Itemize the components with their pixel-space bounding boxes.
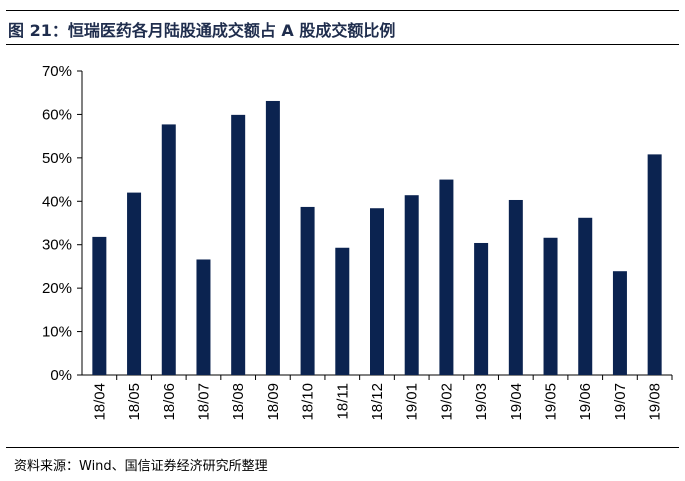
bar-18-05: [127, 192, 142, 375]
x-tick-label: 18/08: [230, 383, 247, 421]
bar-18-10: [300, 206, 315, 375]
y-tick-label: 50%: [42, 150, 72, 167]
x-tick-label: 19/05: [543, 383, 560, 421]
bar-18-12: [370, 208, 384, 375]
x-tick-label: 19/01: [404, 383, 421, 421]
x-tick-label: 19/03: [473, 383, 490, 421]
x-tick-label: 18/05: [126, 383, 143, 421]
figure-source: 资料来源：Wind、国信证券经济研究所整理: [14, 459, 268, 474]
bar-18-07: [196, 259, 211, 375]
x-tick-label: 19/06: [577, 383, 594, 421]
bar-18-08: [231, 114, 246, 375]
y-tick-label: 10%: [42, 324, 72, 341]
y-tick-label: 40%: [42, 193, 72, 210]
x-tick-label: 18/04: [91, 383, 108, 421]
bar-19-01: [404, 195, 419, 375]
bar-19-08: [647, 154, 662, 375]
x-tick-label: 19/08: [647, 383, 664, 421]
bar-19-03: [474, 242, 489, 375]
y-tick-label: 20%: [42, 280, 72, 297]
bar-19-05: [543, 237, 558, 375]
x-tick-label: 19/04: [508, 383, 525, 421]
bar-19-02: [439, 179, 454, 375]
y-tick-label: 0%: [50, 367, 72, 384]
x-tick-label: 18/12: [369, 383, 386, 421]
y-tick-label: 30%: [42, 237, 72, 254]
y-tick-label: 70%: [42, 63, 72, 80]
x-tick-label: 18/11: [334, 383, 351, 419]
bar-18-06: [161, 124, 176, 375]
title-rule: [6, 44, 679, 45]
x-tick-label: 18/07: [195, 383, 212, 421]
bar-19-04: [508, 199, 523, 375]
figure-title: 图 21：恒瑞医药各月陆股通成交额占 A 股成交额比例: [8, 21, 396, 40]
x-tick-label: 18/10: [300, 383, 317, 421]
bar-18-11: [335, 247, 350, 375]
bottom-rule: [6, 447, 679, 448]
bar-18-04: [92, 236, 107, 375]
bar-chart: 0% 10% 20% 30% 40% 50% 60% 70% 18/04 18/05 18/06 18…: [42, 63, 673, 421]
bar-19-06: [578, 217, 593, 375]
x-tick-label: 18/09: [265, 383, 282, 421]
y-tick-label: 60%: [42, 106, 72, 123]
x-tick-label: 19/02: [438, 383, 455, 421]
x-tick-label: 18/06: [161, 383, 178, 421]
bar-19-07: [612, 271, 627, 375]
bar-18-09: [265, 100, 280, 376]
top-rule: [6, 10, 679, 11]
x-tick-label: 19/07: [612, 383, 629, 421]
